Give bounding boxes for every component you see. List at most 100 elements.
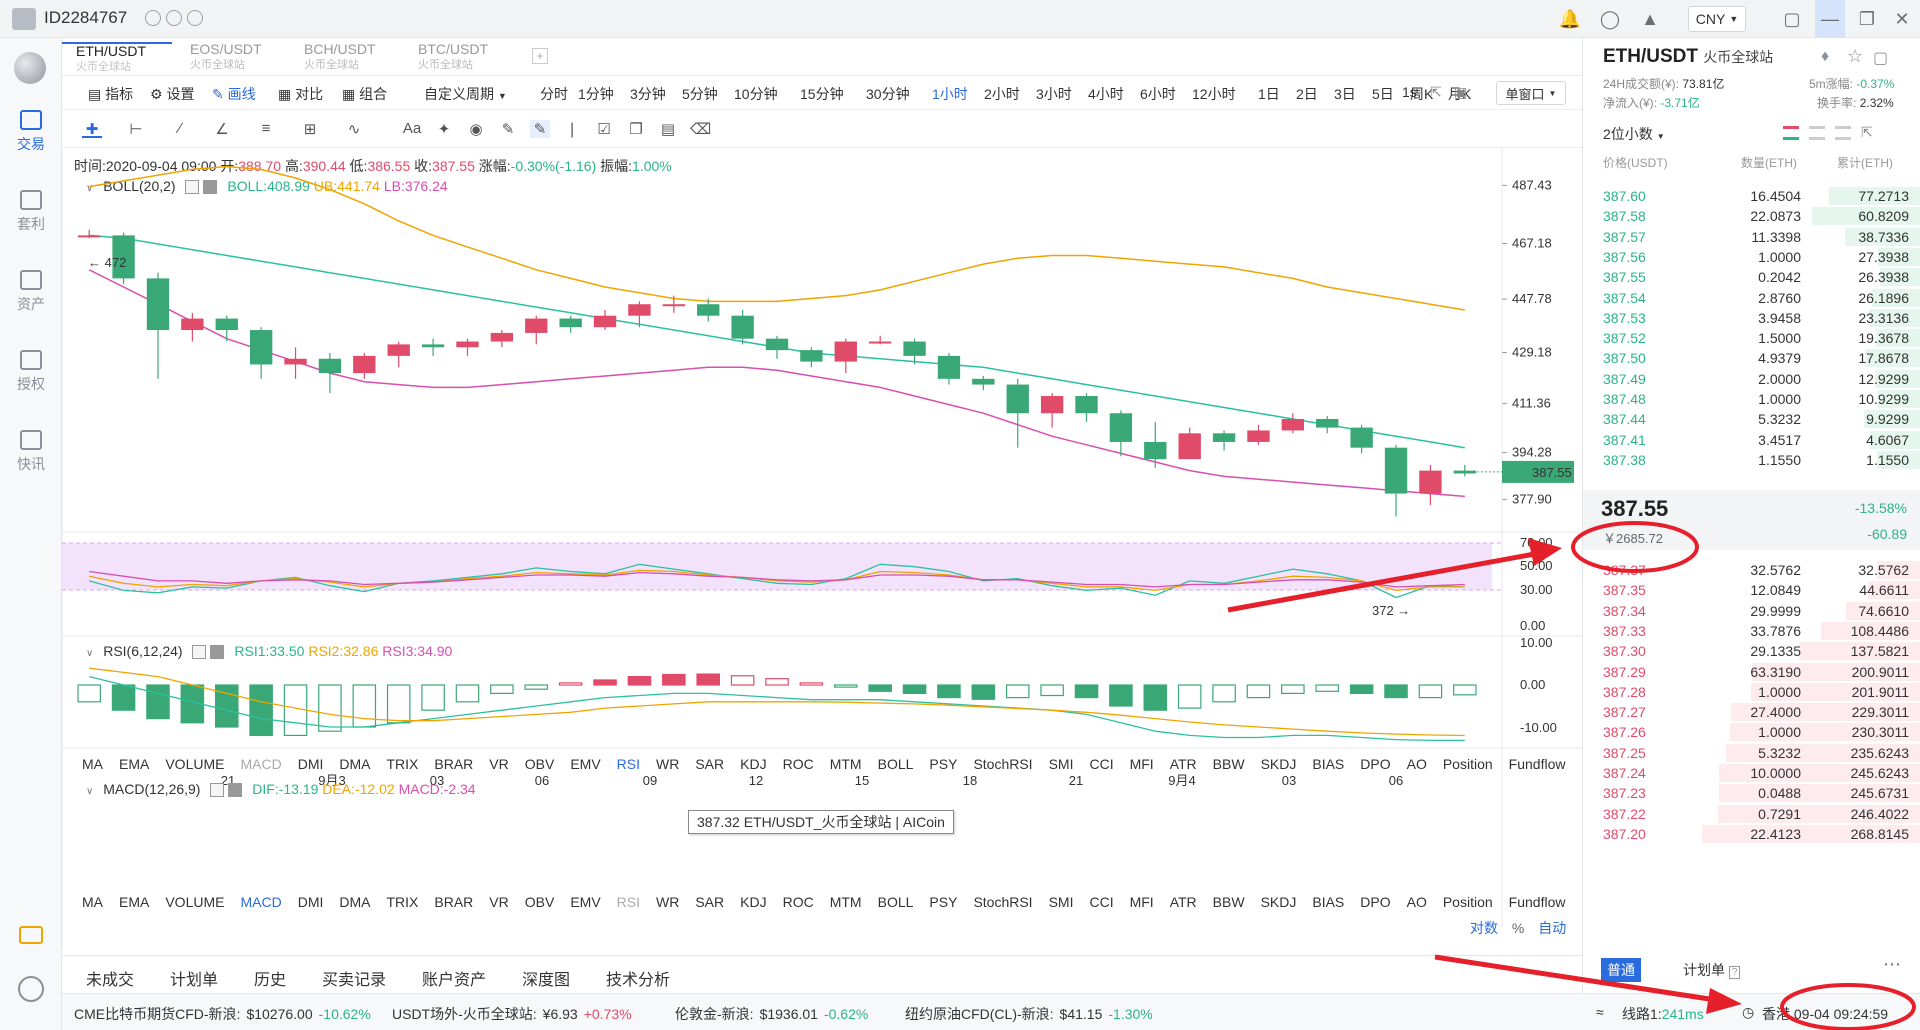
orderbook-row[interactable]: 387.48 1.0000 10.9299: [1583, 389, 1920, 409]
period-item[interactable]: 周K: [1410, 86, 1434, 102]
orderbook-row[interactable]: 387.33 33.7876 108.4486: [1583, 621, 1920, 641]
period-1s[interactable]: 1s: [1402, 84, 1417, 100]
indicator-option[interactable]: SMI: [1048, 894, 1074, 910]
indicator-option[interactable]: MACD: [240, 756, 282, 772]
orderbook-row[interactable]: 387.53 3.9458 23.3136: [1583, 308, 1920, 328]
angle-line-icon[interactable]: ∠: [215, 121, 229, 138]
indicator-option[interactable]: EMV: [570, 894, 601, 910]
copy-icon[interactable]: ❐: [629, 121, 643, 138]
indicator-option[interactable]: Position: [1442, 894, 1493, 910]
indicator-option[interactable]: TRIX: [386, 756, 419, 772]
period-item[interactable]: 10分钟: [734, 86, 778, 102]
collapse-icon[interactable]: ∨: [86, 786, 94, 797]
period-item[interactable]: 5分钟: [682, 86, 718, 102]
shield-icon[interactable]: [166, 10, 182, 26]
popout-icon[interactable]: ▢: [1783, 8, 1801, 29]
indicator-option[interactable]: SAR: [695, 894, 725, 910]
sidebar-item-news[interactable]: 快讯: [0, 430, 62, 474]
indicator-option[interactable]: MTM: [829, 756, 862, 772]
magnet-icon[interactable]: ✎: [530, 120, 550, 138]
period-item[interactable]: 分时: [540, 86, 568, 102]
indicator-option[interactable]: BBW: [1212, 756, 1245, 772]
period-item[interactable]: 5日: [1372, 86, 1394, 102]
indicator-option[interactable]: SKDJ: [1260, 894, 1297, 910]
indicator-option[interactable]: MA: [82, 756, 103, 772]
indicator-option[interactable]: CCI: [1089, 894, 1114, 910]
orderbook-row[interactable]: 387.28 1.0000 201.9011: [1583, 682, 1920, 702]
tab-pair-eos[interactable]: EOS/USDT 火币全球站: [176, 42, 286, 74]
gear-icon[interactable]: [210, 783, 225, 798]
orderbook-row[interactable]: 387.30 29.1335 137.5821: [1583, 641, 1920, 661]
period-item[interactable]: 2日: [1296, 86, 1318, 102]
snapshot-icon[interactable]: ▣: [1454, 84, 1468, 100]
edit-icon[interactable]: ▤: [660, 121, 676, 138]
log-scale-toggle[interactable]: 对数: [1470, 920, 1498, 936]
book-both-icon[interactable]: [1783, 126, 1799, 140]
orderbook-row[interactable]: 387.57 11.3398 38.7336: [1583, 227, 1920, 247]
indicator-option[interactable]: OBV: [524, 756, 555, 772]
indicator-option[interactable]: Position: [1442, 756, 1493, 772]
gear-icon[interactable]: [185, 180, 200, 195]
period-item[interactable]: 1小时: [932, 86, 968, 102]
indicator-option[interactable]: SMI: [1048, 756, 1074, 772]
indicator-option[interactable]: VOLUME: [165, 756, 225, 772]
currency-select[interactable]: CNY ▼: [1688, 6, 1746, 32]
indicator-option[interactable]: ATR: [1169, 756, 1197, 772]
bell-icon[interactable]: 🔔: [1558, 8, 1582, 29]
book-expand-icon[interactable]: ⇱: [1861, 124, 1873, 140]
orderbook-row[interactable]: 387.49 2.0000 12.9299: [1583, 369, 1920, 389]
stop-icon[interactable]: [187, 10, 203, 26]
bottom-tab[interactable]: 计划单: [170, 972, 219, 989]
orderbook-row[interactable]: 387.58 22.0873 60.8209: [1583, 206, 1920, 226]
orderbook-row[interactable]: 387.27 27.4000 229.3011: [1583, 702, 1920, 722]
price-chart[interactable]: 487.43 467.18 447.78 429.18 411.36 394.28 377.…: [62, 148, 1582, 948]
pattern-icon[interactable]: ✦: [437, 121, 451, 138]
orderbook-row[interactable]: 387.20 22.4123 268.8145: [1583, 824, 1920, 844]
orderbook-row[interactable]: 387.55 0.2042 26.3938: [1583, 267, 1920, 287]
window-mode-select[interactable]: 单窗口 ▼: [1496, 81, 1566, 105]
indicator-option[interactable]: MFI: [1129, 756, 1154, 772]
indicator-option[interactable]: BRAR: [434, 756, 474, 772]
ruler-icon[interactable]: ✎: [501, 121, 515, 138]
indicator-option[interactable]: StochRSI: [973, 756, 1033, 772]
sidebar-item-authorize[interactable]: 授权: [0, 350, 62, 394]
orderbook-row[interactable]: 387.38 1.1550 1.1550: [1583, 450, 1920, 470]
indicator-option[interactable]: VR: [489, 756, 509, 772]
indicator-button[interactable]: ▤ 指标: [88, 86, 134, 102]
wave-icon[interactable]: ∿: [347, 121, 361, 138]
orderbook-row[interactable]: 387.34 29.9999 74.6610: [1583, 601, 1920, 621]
sidebar-item-arbitrage[interactable]: 套利: [0, 190, 62, 234]
indicator-option[interactable]: DMI: [297, 756, 324, 772]
close-icon[interactable]: [210, 645, 225, 660]
indicator-option[interactable]: Fundflow: [1508, 894, 1566, 910]
line-status[interactable]: 线路1:241ms: [1622, 1004, 1704, 1024]
orderbook-row[interactable]: 387.60 16.4504 77.2713: [1583, 186, 1920, 206]
period-item[interactable]: 2小时: [984, 86, 1020, 102]
indicator-option[interactable]: KDJ: [740, 756, 767, 772]
tab-normal[interactable]: 普通: [1601, 958, 1641, 982]
period-item[interactable]: 3分钟: [630, 86, 666, 102]
ticker-item[interactable]: 伦敦金-新浪: $1936.01 -0.62%: [675, 1004, 868, 1024]
indicator-option[interactable]: WR: [656, 894, 680, 910]
bottom-tab[interactable]: 买卖记录: [322, 972, 387, 989]
indicator-option[interactable]: CCI: [1089, 756, 1114, 772]
orderbook-row[interactable]: 387.24 10.0000 245.6243: [1583, 763, 1920, 783]
sidebar-item-assets[interactable]: 资产: [0, 270, 62, 314]
share-icon[interactable]: ▢: [1873, 50, 1889, 67]
combine-button[interactable]: ▦ 组合: [342, 86, 388, 102]
bottom-tab[interactable]: 历史: [254, 972, 287, 989]
period-item[interactable]: 30分钟: [866, 86, 910, 102]
decimals-select[interactable]: 2位小数 ▼: [1603, 124, 1665, 144]
period-item[interactable]: 月K: [1448, 86, 1472, 102]
indicator-option[interactable]: MFI: [1129, 894, 1154, 910]
indicator-option[interactable]: TRIX: [386, 894, 419, 910]
indicator-option[interactable]: AO: [1406, 894, 1427, 910]
more-icon[interactable]: ⋯: [1883, 954, 1901, 974]
alarm-icon[interactable]: ♦: [1821, 48, 1830, 65]
help-icon[interactable]: ?: [1728, 966, 1741, 979]
orderbook-row[interactable]: 387.26 1.0000 230.3011: [1583, 722, 1920, 742]
orderbook-row[interactable]: 387.56 1.0000 27.3938: [1583, 247, 1920, 267]
close-icon[interactable]: [203, 180, 218, 195]
measure-icon[interactable]: ❘: [565, 121, 579, 138]
collapse-icon[interactable]: ∨: [86, 183, 94, 194]
